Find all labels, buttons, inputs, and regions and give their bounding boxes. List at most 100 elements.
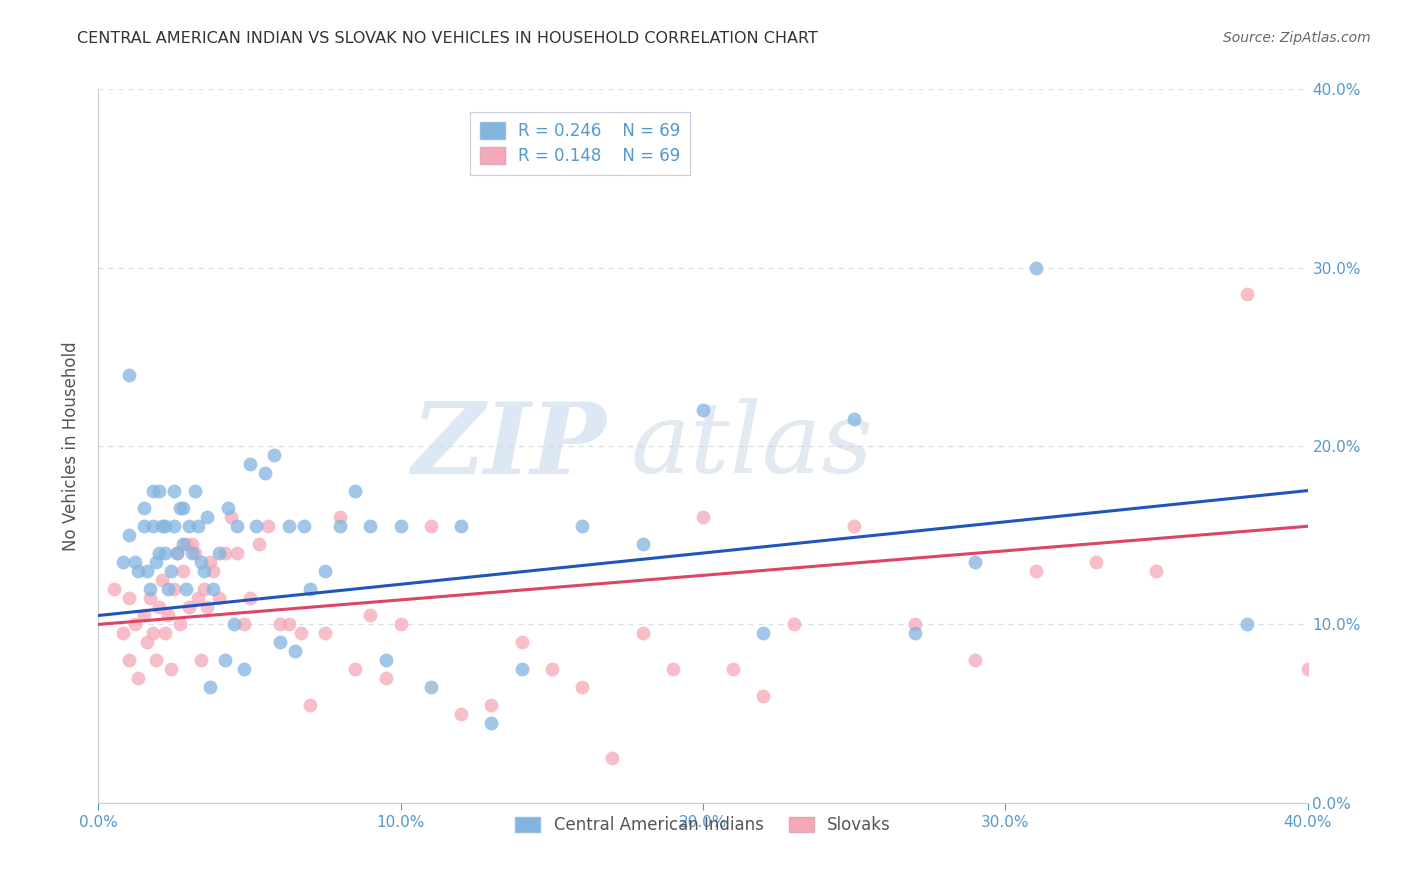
- Point: [904, 626, 927, 640]
- Point: [510, 635, 533, 649]
- Point: [226, 546, 249, 560]
- Point: [299, 698, 322, 712]
- Point: [169, 501, 191, 516]
- Point: [389, 519, 412, 533]
- Point: [187, 519, 209, 533]
- Point: [239, 457, 262, 471]
- Point: [269, 617, 291, 632]
- Point: [187, 591, 209, 605]
- Point: [142, 626, 165, 640]
- Point: [132, 608, 155, 623]
- Point: [269, 635, 291, 649]
- Point: [148, 599, 170, 614]
- Point: [510, 662, 533, 676]
- Point: [174, 582, 197, 596]
- Point: [202, 582, 225, 596]
- Point: [163, 582, 186, 596]
- Point: [190, 653, 212, 667]
- Point: [145, 653, 167, 667]
- Point: [208, 546, 231, 560]
- Point: [239, 591, 262, 605]
- Point: [163, 483, 186, 498]
- Point: [132, 519, 155, 533]
- Point: [103, 582, 125, 596]
- Point: [214, 546, 236, 560]
- Point: [217, 501, 239, 516]
- Point: [174, 537, 197, 551]
- Point: [904, 617, 927, 632]
- Point: [226, 519, 249, 533]
- Point: [783, 617, 806, 632]
- Point: [156, 582, 179, 596]
- Point: [420, 519, 443, 533]
- Legend: Central American Indians, Slovaks: Central American Indians, Slovaks: [509, 810, 897, 841]
- Point: [344, 662, 367, 676]
- Point: [184, 483, 207, 498]
- Point: [148, 483, 170, 498]
- Text: ZIP: ZIP: [412, 398, 606, 494]
- Point: [692, 403, 714, 417]
- Point: [752, 626, 775, 640]
- Point: [360, 608, 382, 623]
- Point: [193, 582, 215, 596]
- Point: [118, 591, 141, 605]
- Point: [263, 448, 285, 462]
- Point: [190, 555, 212, 569]
- Point: [135, 564, 157, 578]
- Point: [450, 519, 472, 533]
- Point: [277, 519, 299, 533]
- Point: [124, 555, 146, 569]
- Point: [195, 510, 218, 524]
- Point: [481, 698, 503, 712]
- Point: [245, 519, 267, 533]
- Point: [150, 573, 173, 587]
- Point: [202, 564, 225, 578]
- Point: [127, 671, 149, 685]
- Point: [214, 653, 236, 667]
- Point: [1024, 564, 1046, 578]
- Point: [1236, 287, 1258, 301]
- Point: [184, 546, 207, 560]
- Point: [153, 546, 176, 560]
- Y-axis label: No Vehicles in Household: No Vehicles in Household: [62, 341, 80, 551]
- Point: [631, 626, 654, 640]
- Point: [127, 564, 149, 578]
- Point: [172, 537, 194, 551]
- Point: [1024, 260, 1046, 275]
- Point: [247, 537, 270, 551]
- Point: [150, 519, 173, 533]
- Point: [723, 662, 745, 676]
- Point: [1236, 617, 1258, 632]
- Point: [450, 706, 472, 721]
- Point: [571, 680, 593, 694]
- Point: [224, 617, 246, 632]
- Point: [200, 555, 222, 569]
- Point: [571, 519, 593, 533]
- Point: [344, 483, 367, 498]
- Point: [661, 662, 683, 676]
- Point: [111, 626, 134, 640]
- Point: [135, 635, 157, 649]
- Point: [314, 626, 336, 640]
- Point: [752, 689, 775, 703]
- Point: [284, 644, 307, 658]
- Text: CENTRAL AMERICAN INDIAN VS SLOVAK NO VEHICLES IN HOUSEHOLD CORRELATION CHART: CENTRAL AMERICAN INDIAN VS SLOVAK NO VEH…: [77, 31, 818, 46]
- Point: [118, 528, 141, 542]
- Point: [156, 608, 179, 623]
- Point: [965, 653, 987, 667]
- Point: [329, 510, 352, 524]
- Point: [153, 626, 176, 640]
- Point: [374, 653, 396, 667]
- Point: [160, 662, 183, 676]
- Point: [844, 519, 866, 533]
- Point: [221, 510, 243, 524]
- Point: [256, 519, 278, 533]
- Point: [193, 564, 215, 578]
- Point: [181, 537, 204, 551]
- Point: [132, 501, 155, 516]
- Text: Source: ZipAtlas.com: Source: ZipAtlas.com: [1223, 31, 1371, 45]
- Point: [148, 546, 170, 560]
- Point: [299, 582, 322, 596]
- Point: [1296, 662, 1319, 676]
- Point: [195, 599, 218, 614]
